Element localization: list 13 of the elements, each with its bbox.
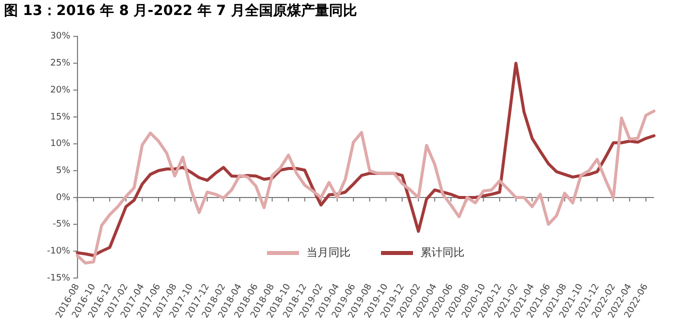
chart-title: 图 13：2016 年 8 月-2022 年 7 月全国原煤产量同比 [4,2,357,20]
y-tick-label: 10% [50,139,71,150]
y-tick-label: 30% [50,32,71,42]
y-tick-label: -15% [46,273,71,284]
y-tick-label: 25% [50,58,71,69]
legend-label: 当月同比 [306,245,351,260]
y-tick-label: -10% [46,246,71,257]
legend-label: 累计同比 [420,245,465,260]
y-tick-label: 15% [50,112,71,122]
y-tick-label: 20% [50,85,71,96]
y-tick-label: 5% [56,166,71,176]
y-tick-label: -5% [52,220,71,230]
y-tick-label: 0% [56,192,71,203]
